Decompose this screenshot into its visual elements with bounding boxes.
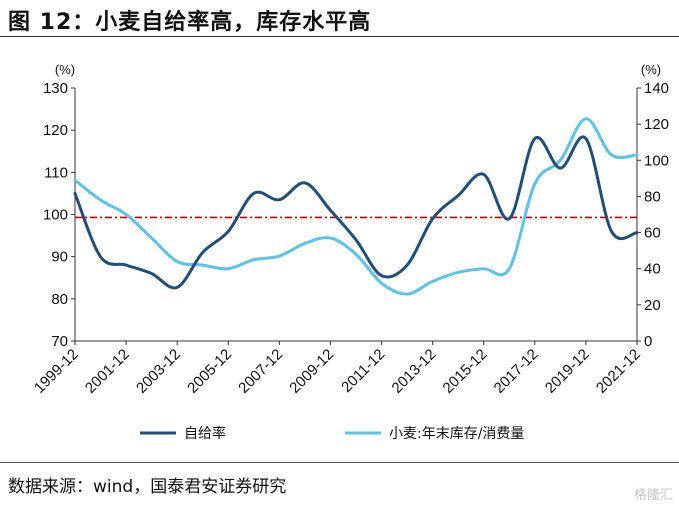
title-divider	[0, 36, 679, 37]
watermark-logo: 格隆汇	[633, 488, 673, 503]
right-tick-label: 20	[644, 297, 661, 314]
x-tick-label: 2021-12	[593, 346, 644, 397]
left-tick-label: 70	[51, 333, 68, 350]
right-tick-label: 60	[644, 225, 661, 242]
source-note: 数据来源：wind，国泰君安证券研究	[8, 477, 287, 497]
left-tick-label: 130	[43, 80, 68, 97]
x-tick-label: 2011-12	[338, 346, 388, 396]
series-line-self-sufficiency	[73, 135, 639, 290]
x-tick-label: 2019-12	[542, 346, 593, 397]
left-tick-label: 110	[44, 164, 68, 181]
left-tick-label: 120	[43, 122, 68, 139]
x-tick-label: 2015-12	[440, 346, 491, 397]
x-tick-label: 2005-12	[184, 346, 235, 397]
right-tick-label: 120	[644, 116, 669, 133]
right-axis-unit: (%)	[641, 62, 661, 77]
left-tick-label: 90	[51, 249, 68, 266]
x-tick-label: 2017-12	[491, 346, 542, 397]
right-tick-label: 40	[644, 261, 661, 278]
chart-title: 图 12：小麦自给率高，库存水平高	[8, 10, 372, 35]
x-tick-label: 1999-12	[31, 346, 82, 397]
x-tick-label: 2001-12	[82, 346, 133, 397]
right-tick-label: 140	[644, 80, 669, 97]
legend: 自给率 小麦:年末库存/消费量	[140, 425, 524, 442]
x-tick-label: 2009-12	[286, 346, 337, 397]
right-tick-label: 100	[644, 152, 669, 169]
legend-item-stock-to-use-label: 小麦:年末库存/消费量	[389, 426, 524, 442]
left-tick-label: 80	[51, 291, 68, 308]
left-tick-label: 100	[43, 207, 68, 224]
legend-item-self-sufficiency-label: 自给率	[184, 425, 226, 442]
series-line-stock-to-use	[73, 117, 639, 296]
right-tick-label: 80	[644, 188, 661, 205]
right-tick-label: 0	[644, 333, 652, 350]
x-tick-label: 2003-12	[133, 346, 184, 397]
x-tick-label: 2013-12	[389, 346, 440, 397]
axes: 70 80 90 100 110 120 130 0 20 40 60 80 100 120 140 (%) (…	[31, 62, 669, 397]
x-tick-label: 2007-12	[235, 346, 286, 397]
plot-lines	[73, 117, 639, 296]
left-axis-unit: (%)	[55, 62, 75, 77]
source-divider	[0, 462, 679, 463]
chart-area: 70 80 90 100 110 120 130 0 20 40 60 80 100 120 140 (%) (…	[31, 62, 669, 442]
